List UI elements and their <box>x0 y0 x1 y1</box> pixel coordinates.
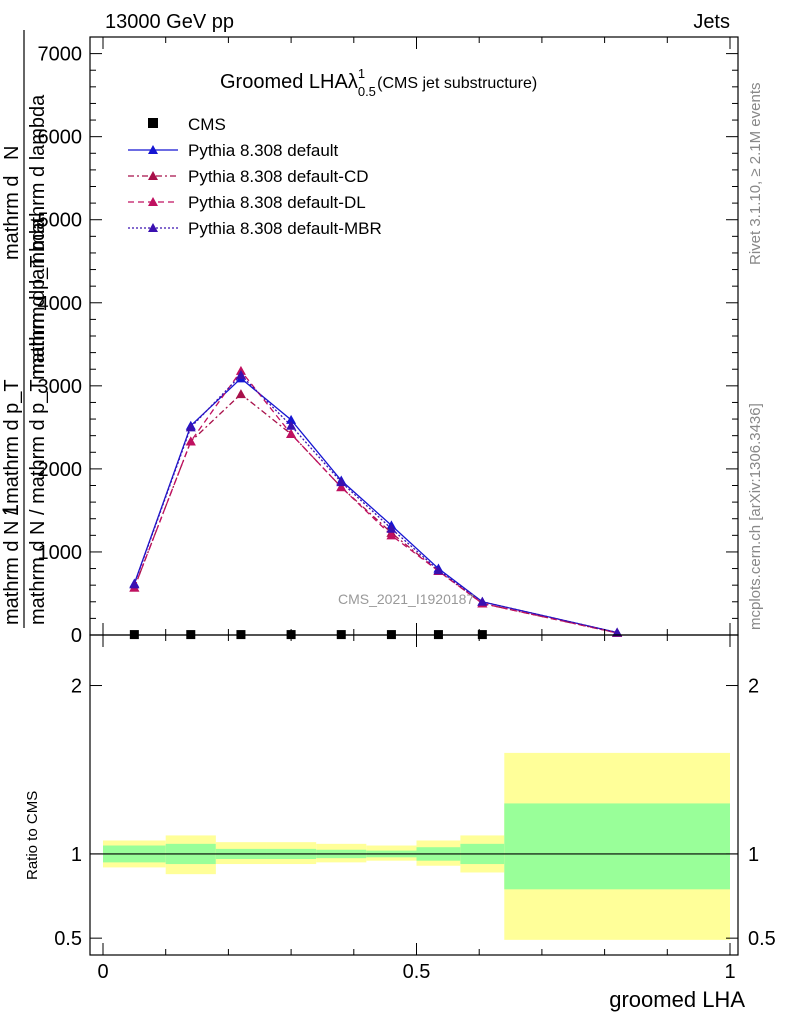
ratio-xtick-label: 0.5 <box>403 961 431 983</box>
main-ytick-label: 6000 <box>38 127 83 149</box>
legend-label-0: Pythia 8.308 default <box>188 141 339 160</box>
series-point-3 <box>386 523 397 533</box>
legend-label-2: Pythia 8.308 default-DL <box>188 193 366 212</box>
ratio-ytick-label-right: 1 <box>748 844 759 866</box>
ratio-ticks: 0.5 0.5 1 1 2 2 0 0.5 1 <box>54 635 776 983</box>
ratio-ytick-label: 0.5 <box>54 928 82 950</box>
series-point-3 <box>336 477 347 487</box>
header-right: Jets <box>693 11 730 33</box>
series-point-3 <box>612 627 623 637</box>
series-point-3 <box>286 420 297 430</box>
legend: CMS Pythia 8.308 default Pythia 8.308 defa… <box>128 115 382 238</box>
ratio-xtick-label: 1 <box>724 961 735 983</box>
series-point-3 <box>433 565 444 575</box>
series-point-3 <box>129 579 140 589</box>
header-left: 13000 GeV pp <box>105 11 234 33</box>
ylabel-den: mathrm d p_T mathrm d lambda <box>27 94 49 380</box>
ratio-ytick-label-right: 2 <box>748 676 759 698</box>
ratio-bands <box>90 752 738 940</box>
main-ytick-label: 4000 <box>38 293 83 315</box>
series-line-2 <box>133 369 618 634</box>
series-point-2 <box>336 482 347 492</box>
ylabel-num-N: N <box>1 146 23 160</box>
series-point-3 <box>185 422 196 432</box>
legend-label-3: Pythia 8.308 default-MBR <box>188 219 382 238</box>
chart-title-suffix: (CMS jet substructure) <box>377 75 537 92</box>
chart-title-main: Groomed LHAλ <box>220 71 358 93</box>
series-point-2 <box>286 429 297 439</box>
main-yticks: 0 1000 2000 3000 4000 5000 6000 7000 <box>38 37 738 647</box>
ratio-panel: 0.5 0.5 1 1 2 2 0 0.5 1 <box>54 634 776 983</box>
ylabel-frac-top: mathrm d N / mathrm d p_T <box>1 379 23 625</box>
main-ytick-label: 2000 <box>38 459 83 481</box>
watermark: CMS_2021_I1920187 <box>338 591 474 607</box>
main-ytick-label: 7000 <box>38 44 83 66</box>
main-panel: 0 1000 2000 3000 4000 5000 6000 7000 <box>38 36 739 647</box>
ratio-stat-band <box>504 803 730 890</box>
rivet-label: Rivet 3.1.10, ≥ 2.1M events <box>747 83 764 266</box>
x-axis-label: groomed LHA <box>609 987 745 1012</box>
legend-label-1: Pythia 8.308 default-CD <box>188 167 369 186</box>
legend-cms-label: CMS <box>188 115 226 134</box>
series-point-2 <box>386 530 397 540</box>
main-ytick-label: 5000 <box>38 210 83 232</box>
ylabel-one: 1 <box>0 504 23 516</box>
main-ytick-label: 3000 <box>38 376 83 398</box>
ylabel-num-top: mathrm d <box>1 176 23 260</box>
main-ytick-label: 0 <box>71 625 82 647</box>
main-ytick-label: 1000 <box>38 542 83 564</box>
ratio-ytick-label-right: 0.5 <box>748 928 776 950</box>
legend-marker-2 <box>148 197 158 206</box>
mcplots-label: mcplots.cern.ch [arXiv:1306.3436] <box>747 403 764 630</box>
ratio-frame <box>89 634 739 956</box>
main-ylabel: 1 mathrm d N / mathrm d p_T mathrm d N /… <box>0 30 49 628</box>
ratio-ytick-label: 1 <box>71 844 82 866</box>
series-point-0 <box>286 414 297 424</box>
ratio-ylabel: Ratio to CMS <box>24 791 41 880</box>
legend-marker-3 <box>148 223 158 232</box>
series-line-3 <box>133 374 618 634</box>
legend-marker-0 <box>148 145 158 154</box>
ylabel-frac-bottom: mathrm d N / mathrm d p_T mathrm d lambd… <box>27 218 49 625</box>
series-point-3 <box>477 596 488 606</box>
legend-marker-1 <box>148 171 158 180</box>
series-point-2 <box>185 436 196 446</box>
legend-cms-marker <box>148 118 158 128</box>
chart-title: Groomed LHAλ0.5 1 (CMS jet substructure) <box>220 66 537 99</box>
ratio-xtick-label: 0 <box>97 961 108 983</box>
series-point-3 <box>235 370 246 380</box>
chart-title-sub: 0.5 <box>358 84 376 99</box>
chart-title-sup: 1 <box>358 66 365 81</box>
ratio-ytick-label: 2 <box>71 676 82 698</box>
series-point-1 <box>235 389 246 399</box>
